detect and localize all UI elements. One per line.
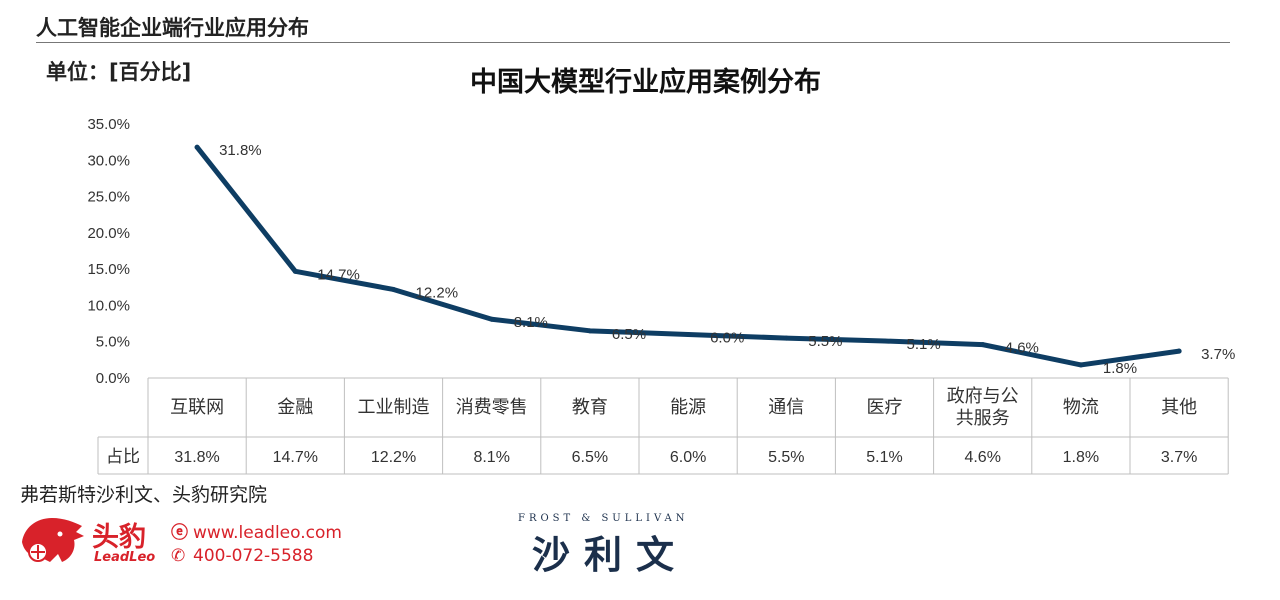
- data-point: [1176, 348, 1182, 354]
- data-point: [292, 268, 298, 274]
- data-label: 1.8%: [1103, 360, 1137, 377]
- phone-line: ✆ 400-072-5588: [171, 546, 313, 566]
- y-tick-label: 0.0%: [96, 370, 130, 387]
- table-row-header: 占比: [106, 447, 140, 467]
- data-label: 12.2%: [416, 284, 459, 301]
- data-point: [194, 144, 200, 150]
- line-chart: 0.0% 5.0% 10.0% 15.0% 20.0% 25.0% 30.0% 35.0% 互联…: [87, 116, 1235, 475]
- y-tick-label: 35.0%: [87, 116, 130, 133]
- table-value-cell: 8.1%: [473, 449, 509, 466]
- table-value-cell: 5.5%: [768, 449, 804, 466]
- data-label: 14.7%: [317, 266, 360, 283]
- table-value-cell: 14.7%: [273, 449, 318, 466]
- y-tick-label: 25.0%: [87, 189, 130, 206]
- data-label: 8.1%: [514, 314, 548, 331]
- data-point: [685, 331, 691, 337]
- y-tick-label: 5.0%: [96, 334, 130, 351]
- chart-title: 中国大模型行业应用案例分布: [470, 67, 821, 98]
- x-category-label: 教育: [572, 397, 608, 418]
- data-label: 5.5%: [808, 333, 842, 350]
- y-tick-label: 20.0%: [87, 225, 130, 242]
- website-line: ⓔ www.leadleo.com: [171, 518, 342, 543]
- data-label: 3.7%: [1201, 346, 1235, 363]
- table-value-cell: 5.1%: [866, 449, 902, 466]
- source-note: 弗若斯特沙利文、头豹研究院: [20, 484, 268, 506]
- phone-number: 400-072-5588: [193, 546, 314, 566]
- x-category-label: 消费零售: [456, 397, 528, 418]
- y-tick-label: 15.0%: [87, 261, 130, 278]
- header-divider: [36, 42, 1230, 43]
- x-category-label: 工业制造: [358, 397, 430, 418]
- data-point: [391, 286, 396, 292]
- x-category-label: 互联网: [170, 397, 224, 418]
- table-value-cell: 3.7%: [1161, 449, 1197, 466]
- logo-subname: LeadLeo: [94, 550, 156, 565]
- data-label: 5.1%: [907, 336, 941, 353]
- data-label: 6.5%: [612, 326, 646, 343]
- data-point: [587, 328, 593, 334]
- data-point: [783, 335, 789, 341]
- x-category-label: 能源: [670, 397, 706, 418]
- table-value-cell: 12.2%: [371, 449, 416, 466]
- web-e-icon: ⓔ: [171, 523, 188, 543]
- data-point: [489, 316, 495, 322]
- data-point: [882, 338, 887, 344]
- x-category-label: 其他: [1161, 397, 1197, 418]
- data-label: 31.8%: [219, 142, 262, 159]
- x-category-label: 政府与公: [947, 386, 1019, 407]
- x-category-label: 金融: [277, 397, 313, 418]
- x-category-label: 医疗: [867, 397, 903, 418]
- table-value-cell: 1.8%: [1063, 449, 1099, 466]
- leopard-logo-icon: [22, 518, 84, 562]
- table-value-cell: 6.5%: [572, 449, 608, 466]
- data-label: 6.0%: [710, 329, 744, 346]
- table-value-cell: 4.6%: [964, 449, 1000, 466]
- y-tick-label: 30.0%: [87, 152, 130, 169]
- x-category-label: 共服务: [956, 408, 1010, 429]
- logo-name: 头豹: [92, 522, 146, 553]
- data-label: 4.6%: [1005, 340, 1039, 357]
- website-link[interactable]: www.leadleo.com: [193, 523, 342, 543]
- page-header-title: 人工智能企业端行业应用分布: [36, 16, 309, 40]
- frost-sullivan-wordmark: FROST & SULLIVAN: [518, 513, 689, 524]
- phone-icon: ✆: [171, 546, 186, 566]
- frost-sullivan-chinese-logo: 沙利文: [532, 533, 689, 577]
- table-value-cell: 31.8%: [174, 449, 219, 466]
- x-category-label: 物流: [1063, 397, 1099, 418]
- y-tick-label: 10.0%: [87, 297, 130, 314]
- data-point: [1078, 362, 1084, 368]
- data-point: [980, 342, 986, 348]
- x-category-label: 通信: [768, 397, 804, 418]
- unit-label: 单位：[百分比]: [46, 60, 192, 84]
- table-value-cell: 6.0%: [670, 449, 706, 466]
